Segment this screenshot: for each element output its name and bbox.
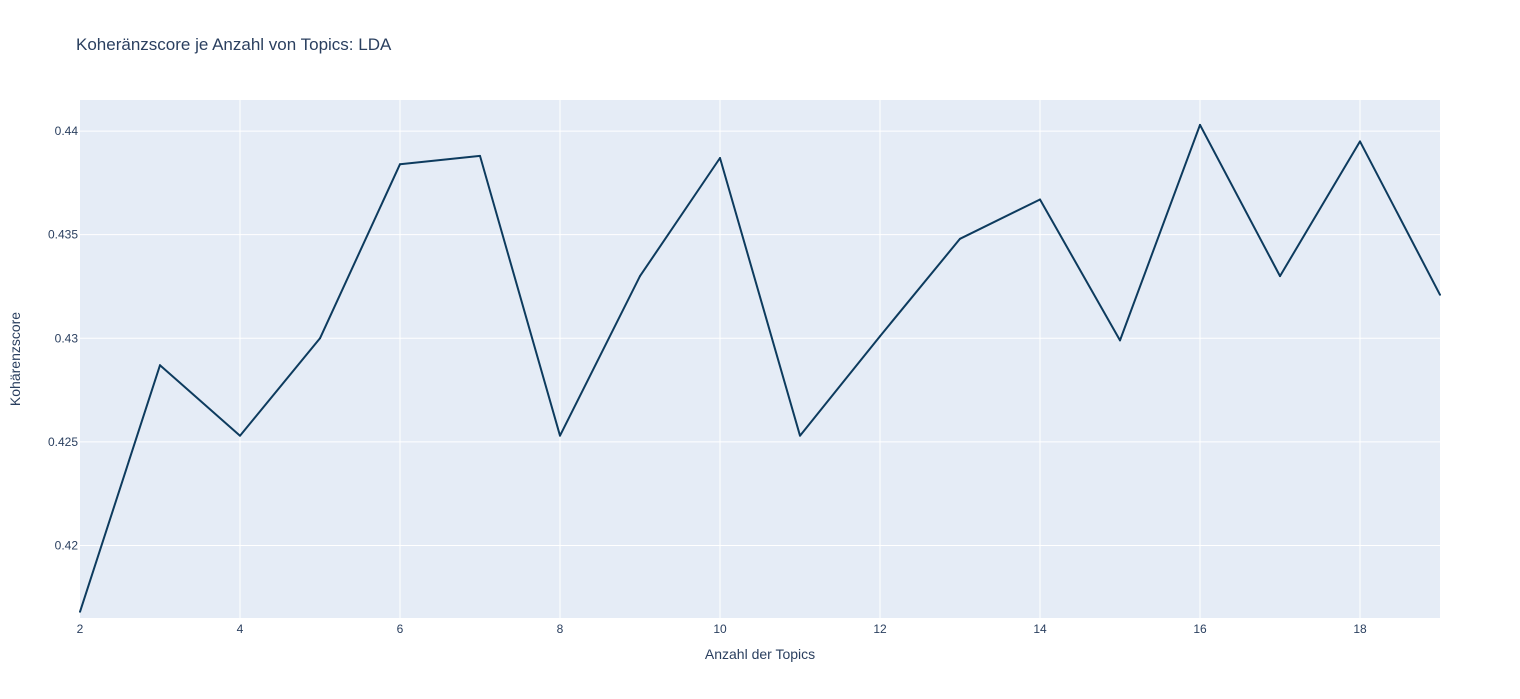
x-tick-label: 16 bbox=[1193, 622, 1207, 636]
data-point bbox=[639, 275, 641, 278]
data-point bbox=[799, 434, 801, 437]
data-point bbox=[1039, 198, 1041, 201]
x-tick-label: 18 bbox=[1353, 622, 1367, 636]
y-gridlines bbox=[80, 130, 1440, 546]
plot-area bbox=[80, 100, 1440, 618]
series-line bbox=[79, 123, 1441, 613]
data-point bbox=[479, 154, 481, 157]
data-point bbox=[879, 335, 881, 338]
data-point bbox=[239, 434, 241, 437]
data-point bbox=[719, 157, 721, 160]
y-tick-label: 0.435 bbox=[48, 228, 78, 242]
data-point bbox=[399, 163, 401, 166]
data-point bbox=[1279, 275, 1281, 278]
x-tick-label: 8 bbox=[557, 622, 564, 636]
y-axis-label: Kohärenzscore bbox=[7, 312, 23, 406]
y-axis-ticks: 0.42 0.425 0.43 0.435 0.44 bbox=[48, 124, 78, 552]
y-tick-label: 0.44 bbox=[55, 124, 79, 138]
x-tick-label: 4 bbox=[237, 622, 244, 636]
x-axis-ticks: 2 4 6 8 10 12 14 16 18 bbox=[77, 622, 1367, 636]
y-tick-label: 0.42 bbox=[55, 538, 79, 552]
data-point bbox=[1199, 123, 1201, 126]
data-point bbox=[79, 610, 81, 613]
data-point bbox=[1119, 339, 1121, 342]
x-tick-label: 6 bbox=[397, 622, 404, 636]
data-point bbox=[959, 237, 961, 240]
x-gridlines bbox=[239, 100, 1361, 618]
data-point bbox=[559, 434, 561, 437]
x-axis-label: Anzahl der Topics bbox=[705, 646, 815, 662]
x-tick-label: 12 bbox=[873, 622, 887, 636]
data-point bbox=[319, 337, 321, 340]
series-layer bbox=[79, 123, 1441, 613]
x-tick-label: 10 bbox=[713, 622, 727, 636]
data-point bbox=[1359, 140, 1361, 143]
y-tick-label: 0.43 bbox=[55, 331, 79, 345]
x-tick-label: 2 bbox=[77, 622, 84, 636]
x-tick-label: 14 bbox=[1033, 622, 1047, 636]
data-point bbox=[1439, 293, 1441, 296]
y-tick-label: 0.425 bbox=[48, 435, 78, 449]
data-point bbox=[159, 364, 161, 367]
chart-title: Koheränzscore je Anzahl von Topics: LDA bbox=[76, 35, 392, 54]
